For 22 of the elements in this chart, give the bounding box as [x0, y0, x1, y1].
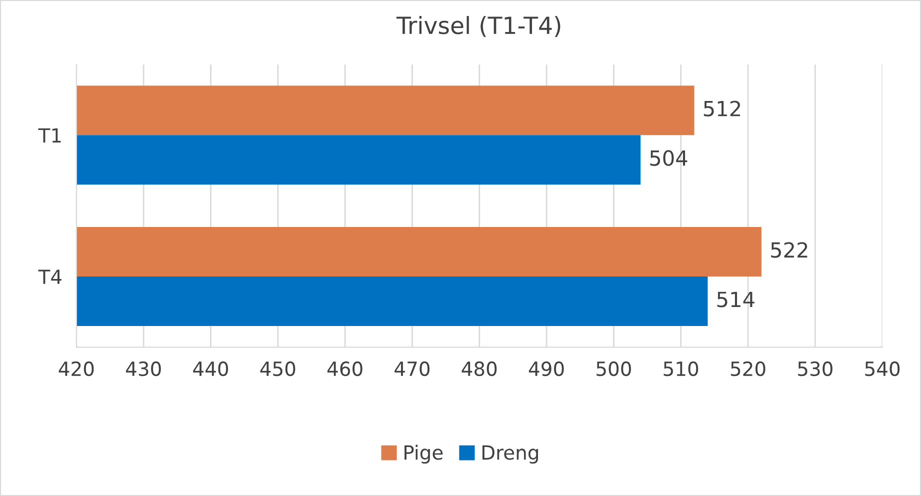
- data-label: 514: [717, 292, 754, 308]
- x-tick-label: 450: [260, 361, 296, 376]
- x-tick-label: 430: [126, 361, 161, 376]
- legend-label: Dreng: [482, 445, 538, 464]
- data-label: 504: [650, 150, 688, 166]
- data-label: 512: [704, 100, 740, 116]
- x-tick-label: 530: [798, 361, 832, 376]
- x-tick-label: 460: [327, 361, 362, 376]
- x-tick-label: 480: [462, 361, 497, 376]
- chart-title: Trivsel (T1-T4): [396, 16, 560, 38]
- x-tick-label: 420: [58, 361, 94, 376]
- x-tick-label: 490: [528, 361, 564, 376]
- legend-label: Pige: [404, 444, 443, 464]
- x-tick-label: 470: [394, 361, 430, 376]
- y-tick-label: T4: [38, 270, 62, 284]
- x-tick-label: 500: [596, 361, 631, 376]
- y-tick-label: T1: [38, 128, 61, 143]
- x-tick-label: 520: [730, 361, 766, 376]
- x-tick-label: 540: [865, 361, 900, 376]
- data-label: 522: [771, 242, 808, 258]
- x-tick-label: 510: [664, 361, 698, 376]
- x-tick-label: 440: [193, 361, 228, 376]
